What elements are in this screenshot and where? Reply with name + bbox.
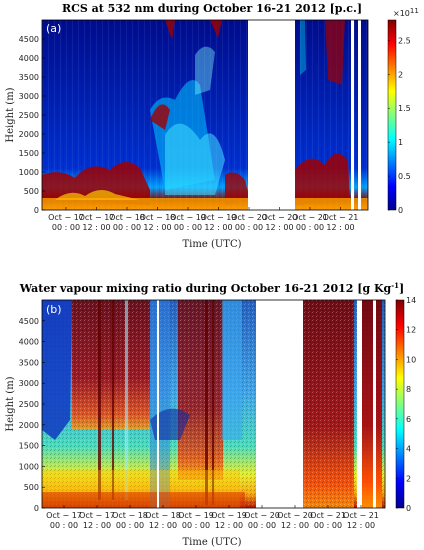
colorbar-tick-label: 6	[406, 415, 411, 424]
x-tick-date: Oct − 20	[231, 213, 267, 222]
y-tick-label: 1000	[19, 462, 39, 471]
x-tick-time: 12 : 00	[347, 521, 375, 530]
wvmr-panel-letter: (b)	[46, 303, 62, 316]
wvmr-heatmap	[42, 300, 403, 508]
y-tick-label: 3000	[19, 92, 39, 101]
y-tick-label: 2000	[19, 130, 39, 139]
x-tick-date: Oct − 17	[79, 213, 115, 222]
x-tick-time: 00 : 00	[174, 223, 202, 232]
wvmr-data-gap	[256, 300, 300, 508]
y-tick-label: 0	[34, 206, 39, 215]
colorbar-tick-label: 14	[406, 296, 416, 305]
rcs-data-gap	[248, 20, 295, 210]
x-tick-date: Oct − 21	[323, 213, 359, 222]
x-tick-time: 12 : 00	[149, 521, 177, 530]
y-tick-label: 500	[24, 483, 39, 492]
x-tick-date: Oct − 17	[79, 511, 115, 520]
x-tick-date: Oct − 20	[244, 511, 280, 520]
colorbar-tick-label: 1	[398, 138, 403, 147]
x-tick-date: Oct − 18	[112, 511, 148, 520]
x-tick-time: 00 : 00	[116, 521, 144, 530]
y-tick-label: 4000	[19, 54, 39, 63]
x-tick-time: 12 : 00	[215, 521, 243, 530]
wvmr-y-axis: 0 500 1000 1500 2000 2500 3000 3500 4000 4500	[19, 317, 45, 513]
colorbar-tick-label: 10	[406, 355, 416, 364]
x-tick-date: Oct − 18	[145, 511, 181, 520]
y-tick-label: 4500	[19, 35, 39, 44]
colorbar-tick-label: 8	[406, 385, 411, 394]
y-tick-label: 1500	[19, 149, 39, 158]
colorbar-tick-label: 4	[406, 445, 411, 454]
x-tick-time: 00 : 00	[182, 521, 210, 530]
colorbar-tick-label: 2	[406, 474, 411, 483]
y-tick-label: 1000	[19, 168, 39, 177]
x-tick-time: 00 : 00	[296, 223, 324, 232]
rcs-x-axis-label: Time (UTC)	[183, 239, 242, 250]
x-tick-date: Oct − 19	[211, 511, 247, 520]
y-tick-label: 3500	[19, 358, 39, 367]
x-tick-date: Oct − 18	[140, 213, 176, 222]
wvmr-title: Water vapour mixing ratio during October…	[19, 281, 404, 295]
rcs-y-axis: 0 500 1000 1500 2000 2500 3000 3500 4000 4500	[19, 35, 45, 215]
y-tick-label: 0	[34, 504, 39, 513]
rcs-panel-letter: (a)	[46, 22, 61, 35]
x-tick-date: Oct − 19	[201, 213, 237, 222]
x-tick-time: 00 : 00	[248, 521, 276, 530]
y-tick-label: 4000	[19, 338, 39, 347]
x-tick-time: 00 : 00	[52, 223, 80, 232]
x-tick-date: Oct − 20	[277, 511, 313, 520]
colorbar-tick-label: 0.5	[398, 172, 411, 181]
x-tick-time: 00 : 00	[314, 521, 342, 530]
x-tick-date: Oct − 19	[170, 213, 206, 222]
y-tick-label: 2500	[19, 111, 39, 120]
x-tick-time: 12 : 00	[326, 223, 354, 232]
rcs-colorbar-exponent: ×1011	[393, 7, 419, 18]
rcs-heatmap	[42, 20, 368, 210]
x-tick-time: 12 : 00	[82, 223, 110, 232]
wvmr-y-axis-label: Height (m)	[5, 376, 16, 431]
y-tick-label: 2000	[19, 421, 39, 430]
rcs-panel: RCS at 532 nm during October 16-21 2012 …	[5, 2, 419, 250]
rcs-colorbar: 0 0.5 1 1.5 2 2.5 ×1011	[387, 7, 419, 215]
x-tick-date: Oct − 21	[310, 511, 346, 520]
y-tick-label: 500	[24, 187, 39, 196]
x-tick-time: 00 : 00	[113, 223, 141, 232]
x-tick-date: Oct − 17	[46, 511, 82, 520]
colorbar-tick-label: 0	[398, 206, 403, 215]
x-tick-date: Oct − 19	[178, 511, 214, 520]
x-tick-date: Oct − 21	[343, 511, 379, 520]
x-tick-date: Oct − 17	[48, 213, 84, 222]
colorbar-tick-label: 1.5	[398, 104, 411, 113]
y-tick-label: 1500	[19, 442, 39, 451]
wvmr-panel: Water vapour mixing ratio during October…	[5, 281, 416, 548]
x-tick-time: 12 : 00	[281, 521, 309, 530]
colorbar-tick-label: 2	[398, 70, 403, 79]
y-tick-label: 4500	[19, 317, 39, 326]
x-tick-time: 12 : 00	[143, 223, 171, 232]
x-tick-time: 12 : 00	[265, 223, 293, 232]
x-tick-date: Oct − 21	[292, 213, 328, 222]
x-tick-time: 00 : 00	[235, 223, 263, 232]
colorbar-tick-label: 0	[406, 504, 411, 513]
rcs-title: RCS at 532 nm during October 16-21 2012 …	[62, 2, 362, 15]
x-tick-time: 12 : 00	[204, 223, 232, 232]
colorbar-tick-label: 12	[406, 326, 416, 335]
x-tick-time: 12 : 00	[83, 521, 111, 530]
y-tick-label: 3500	[19, 73, 39, 82]
y-tick-label: 2500	[19, 400, 39, 409]
x-tick-date: Oct − 20	[262, 213, 298, 222]
x-tick-date: Oct − 18	[109, 213, 145, 222]
rcs-y-axis-label: Height (m)	[5, 87, 16, 142]
y-tick-label: 3000	[19, 379, 39, 388]
wvmr-x-axis-label: Time (UTC)	[183, 537, 242, 548]
wvmr-colorbar: 0 2 4 6 8 10 12 14	[395, 296, 416, 513]
colorbar-tick-label: 2.5	[398, 36, 411, 45]
x-tick-time: 00 : 00	[50, 521, 78, 530]
